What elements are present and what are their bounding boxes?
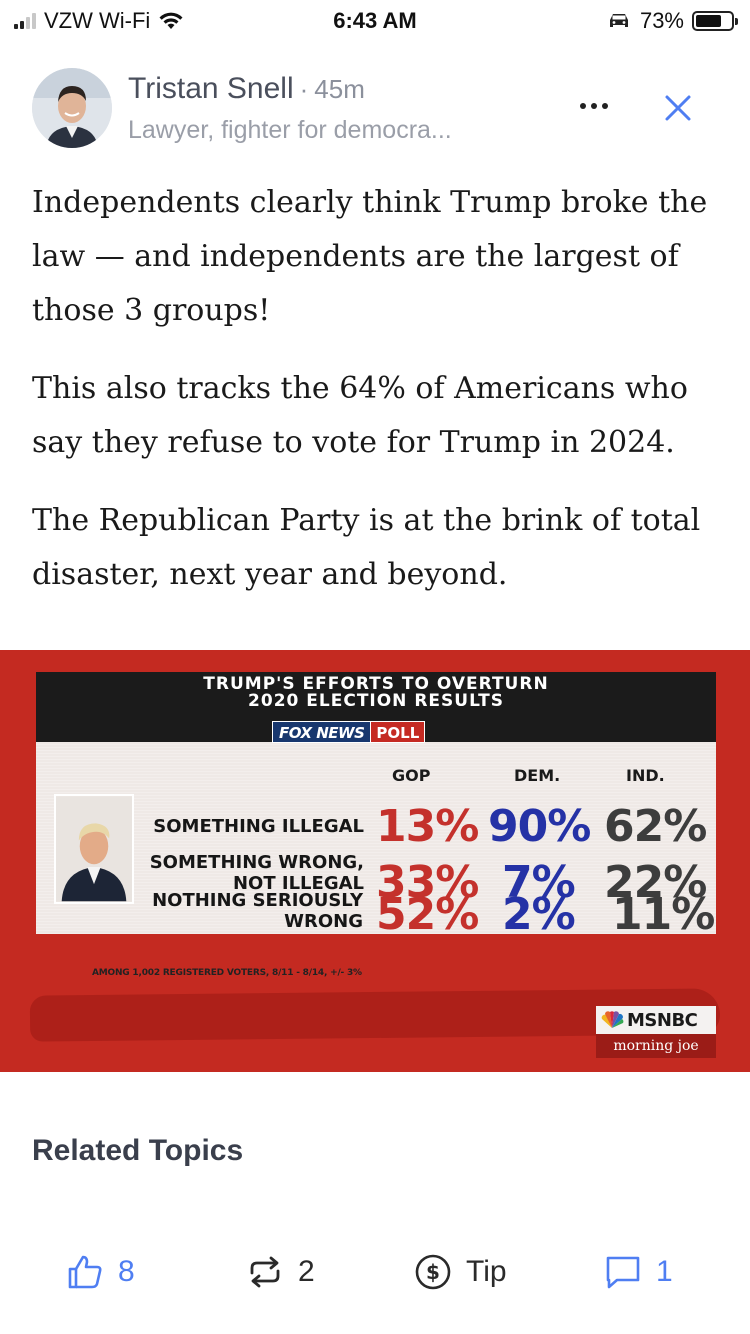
separator-dot: · xyxy=(299,74,309,104)
gop-percent: 33% xyxy=(376,857,479,908)
poll-title-line1: TRUMP'S EFFORTS TO OVERTURN xyxy=(203,674,549,694)
restack-count: 2 xyxy=(298,1255,315,1288)
post-paragraph: This also tracks the 64% of Americans wh… xyxy=(32,371,688,460)
avatar[interactable] xyxy=(32,68,112,148)
dem-percent: 2% xyxy=(502,889,576,940)
poll-word: POLL xyxy=(371,721,426,743)
dem-percent: 7% xyxy=(502,857,576,908)
poll-board: TRUMP'S EFFORTS TO OVERTURN 2020 ELECTIO… xyxy=(36,672,716,934)
poll-image[interactable]: TRUMP'S EFFORTS TO OVERTURN 2020 ELECTIO… xyxy=(0,650,750,1072)
comment-button[interactable]: 1 xyxy=(604,1248,673,1296)
like-button[interactable]: 8 xyxy=(66,1248,135,1296)
msnbc-badge: MSNBC morning joe xyxy=(596,1006,716,1058)
row-label: SOMETHING WRONG, NOT ILLEGAL xyxy=(150,852,364,894)
restack-button[interactable]: 2 xyxy=(246,1248,315,1296)
status-left: VZW Wi-Fi xyxy=(14,8,184,34)
author-bio: Lawyer, fighter for democra... xyxy=(128,116,452,144)
row-label-line: WRONG xyxy=(284,911,363,932)
ind-percent: 11% xyxy=(612,889,715,940)
post-time: 45m xyxy=(314,74,365,104)
post-paragraph: The Republican Party is at the brink of … xyxy=(32,503,701,592)
row-label-line: SOMETHING ILLEGAL xyxy=(153,816,364,837)
column-dem: DEM. xyxy=(514,766,561,785)
close-icon[interactable] xyxy=(660,90,696,126)
row-label-line: SOMETHING WRONG, xyxy=(149,852,364,873)
post-body: Independents clearly think Trump broke t… xyxy=(32,176,732,626)
peacock-icon xyxy=(601,1011,624,1028)
msnbc-wordmark: MSNBC xyxy=(627,1009,698,1031)
author-name[interactable]: Tristan Snell xyxy=(128,72,294,105)
action-bar: 8 2 $ Tip 1 xyxy=(0,1248,750,1296)
related-topics-heading: Related Topics xyxy=(32,1134,244,1167)
wifi-icon xyxy=(159,12,183,29)
post-paragraph: Independents clearly think Trump broke t… xyxy=(32,185,708,328)
ind-percent: 62% xyxy=(604,801,707,852)
poll-title-line2: 2020 ELECTION RESULTS xyxy=(248,691,504,711)
like-count: 8 xyxy=(118,1255,135,1288)
more-options-button[interactable] xyxy=(574,94,614,118)
post-header: Tristan Snell · 45m Lawyer, fighter for … xyxy=(32,68,722,152)
more-dot-icon xyxy=(591,103,597,109)
tip-button[interactable]: $ Tip xyxy=(414,1248,507,1296)
signal-icon xyxy=(14,13,36,29)
carrier-label: VZW Wi-Fi xyxy=(44,8,151,33)
comment-count: 1 xyxy=(656,1255,673,1288)
author-line: Tristan Snell · 45m xyxy=(128,72,365,106)
svg-text:$: $ xyxy=(426,1260,440,1284)
column-gop: GOP xyxy=(392,766,431,785)
fox-news-poll-badge: FOX NEWS POLL xyxy=(272,721,426,743)
thumbs-up-icon xyxy=(68,1255,102,1289)
restack-icon xyxy=(250,1256,280,1288)
column-ind: IND. xyxy=(626,766,665,785)
battery-percent: 73% xyxy=(639,8,684,33)
comment-icon xyxy=(606,1256,640,1289)
more-dot-icon xyxy=(602,103,608,109)
status-right: 73% xyxy=(606,8,738,34)
battery-fill xyxy=(696,15,721,27)
battery-icon xyxy=(692,11,738,31)
row-label-line: NOT ILLEGAL xyxy=(232,873,364,894)
morning-joe-label: morning joe xyxy=(596,1034,716,1058)
gop-percent: 13% xyxy=(376,801,479,852)
row-label-line: NOTHING SERIOUSLY xyxy=(152,890,363,911)
more-dot-icon xyxy=(580,103,586,109)
ind-percent: 22% xyxy=(604,857,707,908)
fox-news-logo: FOX NEWS xyxy=(272,721,372,743)
status-time: 6:43 AM xyxy=(333,8,417,33)
tip-label: Tip xyxy=(466,1255,507,1288)
row-label: NOTHING SERIOUSLY WRONG xyxy=(152,890,363,932)
trump-photo xyxy=(54,794,134,904)
dem-percent: 90% xyxy=(488,801,591,852)
gop-percent: 52% xyxy=(376,889,479,940)
poll-footnote: AMONG 1,002 REGISTERED VOTERS, 8/11 - 8/… xyxy=(92,968,362,978)
car-icon xyxy=(609,14,628,27)
row-label: SOMETHING ILLEGAL xyxy=(153,816,364,837)
poll-title: TRUMP'S EFFORTS TO OVERTURN 2020 ELECTIO… xyxy=(36,676,716,710)
status-bar: VZW Wi-Fi 6:43 AM 73% xyxy=(0,0,750,40)
msnbc-logo: MSNBC xyxy=(596,1006,716,1034)
dollar-icon: $ xyxy=(415,1254,451,1290)
